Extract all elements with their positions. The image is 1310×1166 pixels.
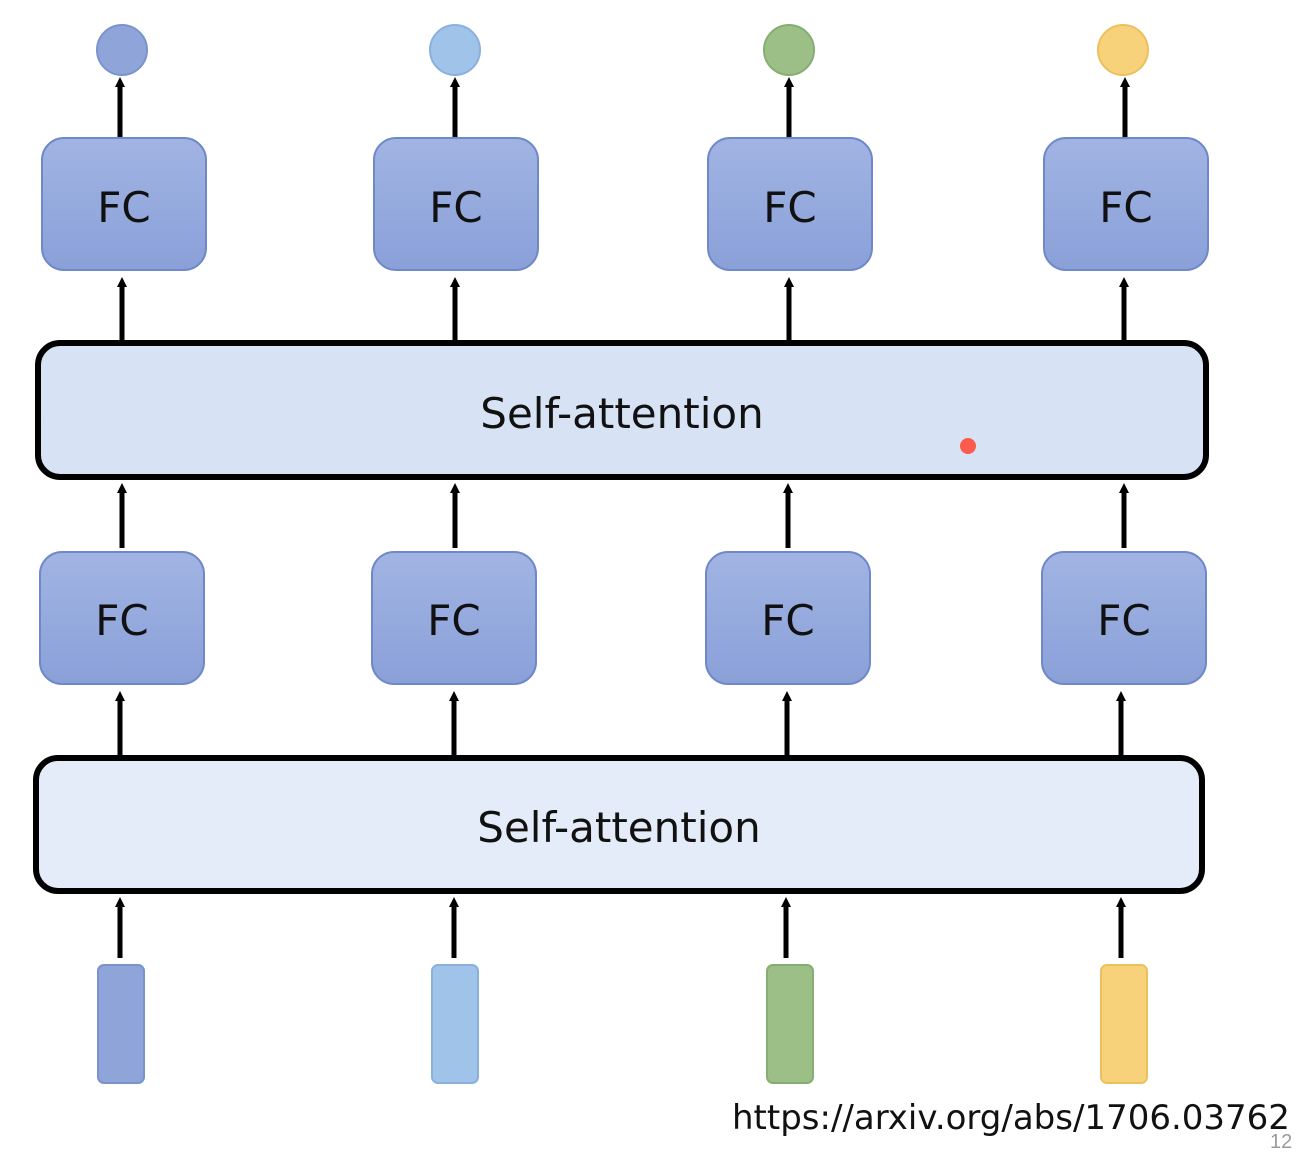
fc-box-bottom-4	[1041, 551, 1207, 685]
citation-link-text: https://arxiv.org/abs/1706.03762	[732, 1098, 1290, 1138]
self-attention-label-top: Self-attention	[480, 389, 763, 438]
output-circle-4	[1097, 24, 1149, 76]
input-vector-3	[766, 964, 814, 1084]
arrows-fc-to-output	[115, 77, 1130, 138]
fc-label-top-4: FC	[1099, 183, 1152, 232]
fc-label-bottom-3: FC	[761, 596, 814, 645]
output-circle-3	[763, 24, 815, 76]
laser-pointer-dot	[960, 438, 976, 454]
self-attention-box-bottom	[33, 755, 1205, 894]
self-attention-bottom: Self-attention	[33, 755, 1205, 894]
page-number: 12	[1270, 1131, 1293, 1153]
fc-box-top-3	[707, 137, 873, 271]
output-circle-2	[429, 24, 481, 76]
input-vector-4	[1100, 964, 1148, 1084]
fc-label-top-3: FC	[763, 183, 816, 232]
arrows-fc-to-sa-top	[117, 483, 1129, 548]
arrows-sa-bottom-to-fc	[115, 691, 1126, 758]
input-vector-2	[431, 964, 479, 1084]
fc-box-top-4	[1043, 137, 1209, 271]
fc-box-bottom-3	[705, 551, 871, 685]
fc-label-bottom-2: FC	[427, 596, 480, 645]
fc-label-top-1: FC	[97, 183, 150, 232]
fc-box-top-1	[41, 137, 207, 271]
self-attention-top: Self-attention	[35, 340, 1209, 480]
fc-box-bottom-1	[39, 551, 205, 685]
input-vectors	[97, 964, 1148, 1084]
fc-label-top-2: FC	[429, 183, 482, 232]
fc-box-top-2	[373, 137, 539, 271]
arrows-sa-top-to-fc	[117, 277, 1129, 343]
input-vector-1	[97, 964, 145, 1084]
self-attention-label-bottom: Self-attention	[477, 803, 760, 852]
fc-label-bottom-1: FC	[95, 596, 148, 645]
fc-top-layer: FC FC FC FC	[41, 137, 1209, 271]
output-circles	[96, 24, 1149, 76]
output-circle-1	[96, 24, 148, 76]
arrows-input-to-sa	[115, 897, 1126, 958]
fc-label-bottom-4: FC	[1097, 596, 1150, 645]
fc-box-bottom-2	[371, 551, 537, 685]
fc-bottom-layer: FC FC FC FC	[39, 551, 1207, 685]
self-attention-box-top	[35, 340, 1209, 480]
